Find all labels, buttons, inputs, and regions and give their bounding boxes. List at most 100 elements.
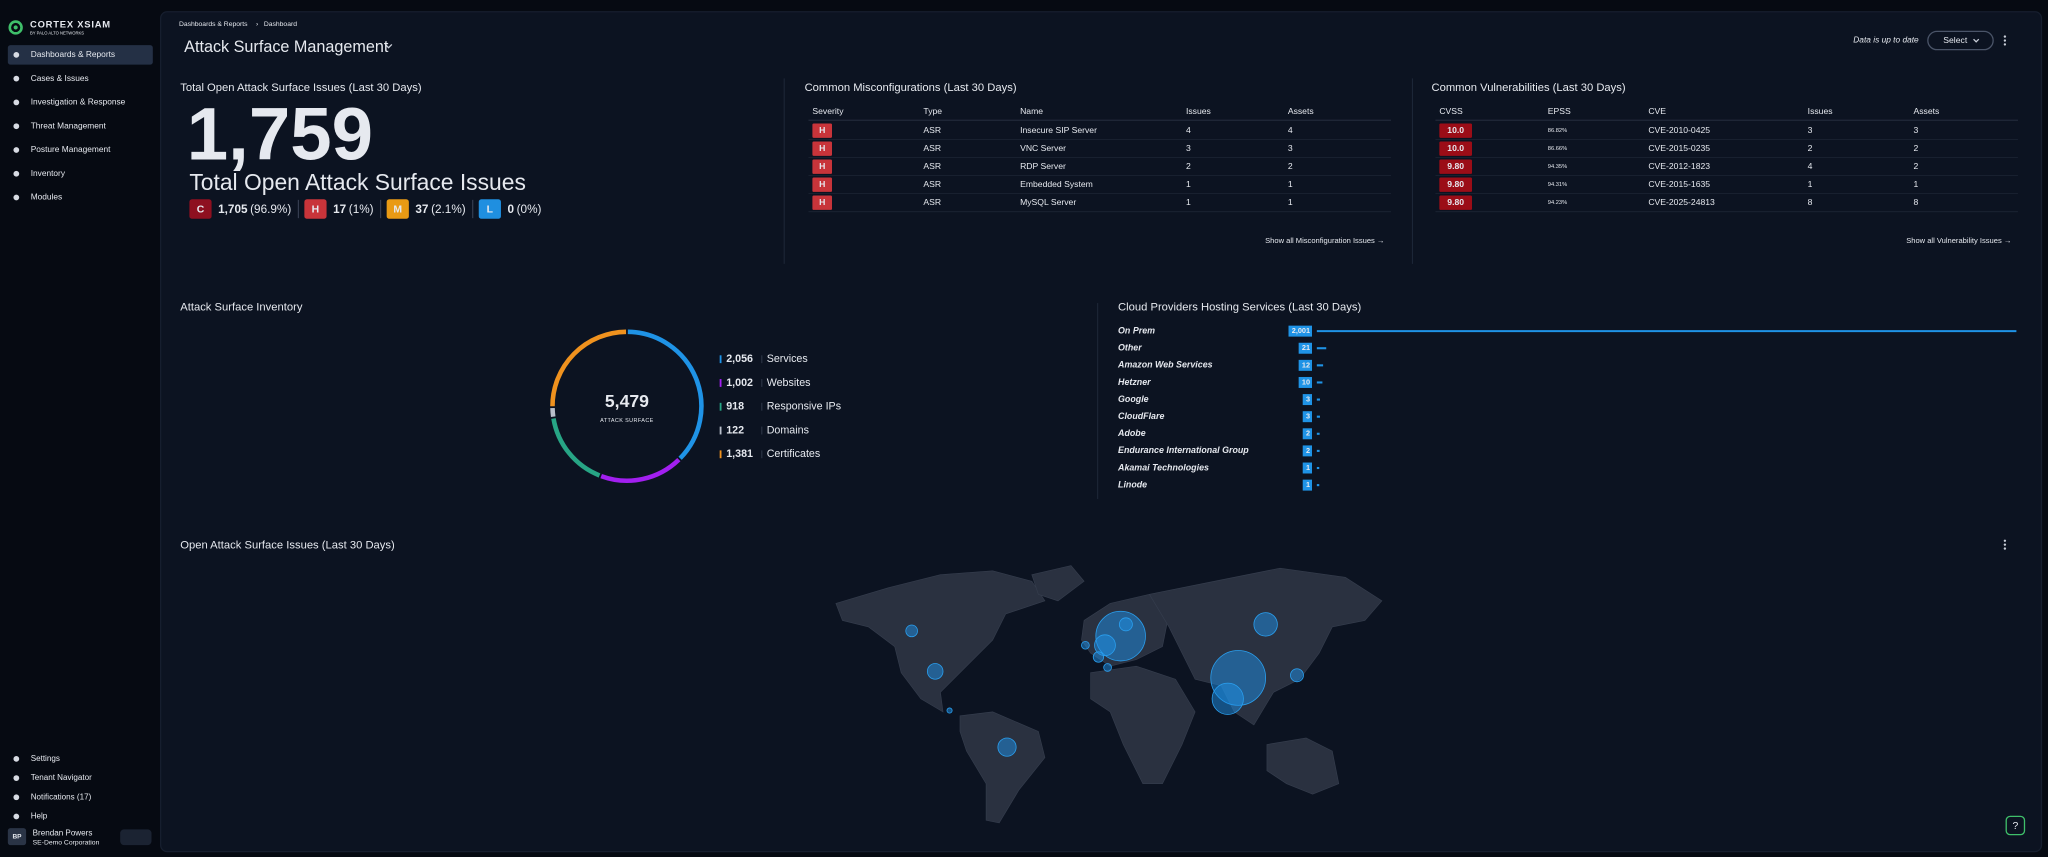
- link[interactable]: Show all Misconfiguration Issues →: [1265, 236, 1384, 245]
- badge: [1439, 195, 1472, 210]
- nav-item[interactable]: Settings: [31, 754, 60, 763]
- continent: [1031, 565, 1085, 602]
- nav-item[interactable]: Modules: [31, 192, 63, 202]
- nav-icon: [13, 794, 20, 801]
- nav-icon: [13, 147, 20, 153]
- severity-badge-label: L: [487, 204, 494, 215]
- section-title: Open Attack Surface Issues (Last 30 Days…: [180, 539, 395, 551]
- legend-label: Responsive IPs: [767, 401, 841, 413]
- table-cell: 1: [1186, 197, 1191, 207]
- nav-item[interactable]: Tenant Navigator: [31, 773, 92, 782]
- column-header: Name: [1020, 106, 1043, 116]
- user-org: SE-Demo Corporation: [33, 839, 100, 846]
- legend-label: Services: [767, 353, 808, 365]
- select-button[interactable]: [1927, 30, 1994, 51]
- severity-badge: [189, 199, 212, 219]
- provider-name: Google: [1118, 394, 1149, 404]
- table-cell: 94.23%: [1548, 200, 1567, 206]
- map-bubble: [1094, 634, 1116, 657]
- badge: [1439, 123, 1472, 138]
- badge-label: 9.80: [1447, 179, 1464, 189]
- nav-icon: [13, 75, 20, 82]
- badge-label: 10.0: [1447, 125, 1464, 135]
- page-title: Attack Surface Management: [184, 38, 389, 56]
- severity-badge: [478, 199, 501, 219]
- severity-count: 17: [333, 203, 347, 216]
- table-cell: Embedded System: [1020, 179, 1093, 189]
- provider-count: 1: [1306, 463, 1310, 472]
- nav-item[interactable]: Notifications (17): [31, 792, 92, 801]
- brand-sub: BY PALO ALTO NETWORKS: [30, 30, 84, 35]
- section-title: Cloud Providers Hosting Services (Last 3…: [1118, 302, 1361, 314]
- table-cell: CVE-2010-0425: [1648, 125, 1710, 135]
- nav-item[interactable]: Investigation & Response: [31, 97, 126, 107]
- divider: [1097, 303, 1099, 499]
- help-button[interactable]: [2005, 815, 2026, 836]
- donut-segment: [627, 329, 704, 460]
- provider-count: 12: [1302, 360, 1310, 369]
- badge: [812, 123, 832, 138]
- map-bubble: [905, 624, 918, 638]
- nav-item[interactable]: Help: [31, 812, 48, 821]
- severity-count: 0: [507, 203, 514, 216]
- table-cell: 3: [1186, 143, 1191, 153]
- table-cell: 4: [1288, 125, 1293, 135]
- badge-label: H: [819, 143, 825, 153]
- chevron: [384, 43, 393, 49]
- legend-swatch: [719, 450, 722, 459]
- badge-label: H: [819, 125, 825, 135]
- legend-value: 1,381: [726, 448, 753, 460]
- donut-segment: [600, 457, 681, 483]
- link[interactable]: Show all Vulnerability Issues →: [1906, 236, 2011, 245]
- severity-count: 37: [415, 203, 429, 216]
- breadcrumb[interactable]: Dashboards & Reports: [179, 21, 248, 28]
- table-cell: ASR: [923, 125, 941, 135]
- badge: [1439, 159, 1472, 174]
- map-bubble: [1081, 640, 1090, 650]
- nav-item[interactable]: Threat Management: [31, 120, 107, 130]
- kebab-menu[interactable]: [2003, 539, 2007, 550]
- legend-value: 918: [726, 401, 744, 413]
- severity-percent: (96.9%): [250, 203, 291, 216]
- badge: [812, 177, 832, 192]
- table-cell: CVE-2025-24813: [1648, 197, 1715, 207]
- nav-icon: [13, 194, 20, 201]
- nav-icon: [13, 170, 20, 177]
- legend-separator: [761, 355, 763, 364]
- map-bubble: [926, 663, 944, 680]
- nav-item[interactable]: Cases & Issues: [31, 73, 89, 83]
- table-cell: 2: [1186, 161, 1191, 171]
- table-cell: 8: [1808, 197, 1813, 207]
- provider-count: 2: [1306, 429, 1310, 438]
- provider-count: 3: [1306, 412, 1310, 421]
- table-cell: 3: [1808, 125, 1813, 135]
- nav-icon: [13, 52, 20, 58]
- provider-name: Endurance International Group: [1118, 445, 1249, 455]
- provider-name: Other: [1118, 343, 1142, 353]
- kebab-menu[interactable]: [2003, 35, 2007, 46]
- theme-toggle[interactable]: [120, 829, 152, 846]
- legend-value: 1,002: [726, 377, 753, 389]
- table-cell: 2: [1288, 161, 1293, 171]
- provider-name: Adobe: [1117, 428, 1146, 438]
- nav-item[interactable]: Posture Management: [31, 144, 111, 154]
- breadcrumb: Dashboard: [264, 21, 297, 28]
- table-cell: 94.35%: [1548, 164, 1567, 170]
- big-number: 1,759: [187, 92, 373, 175]
- user-name: Brendan Powers: [33, 828, 93, 837]
- provider-count: 2,001: [1292, 326, 1310, 335]
- table-cell: 1: [1288, 197, 1293, 207]
- table-cell: 3: [1288, 143, 1293, 153]
- legend-separator: [761, 379, 763, 387]
- badge-label: 9.80: [1447, 197, 1464, 207]
- nav-icon: [13, 756, 20, 762]
- table-cell: 2: [1913, 161, 1918, 171]
- provider-name: Linode: [1118, 479, 1147, 489]
- count-badge: [1302, 394, 1312, 406]
- nav-item[interactable]: Dashboards & Reports: [31, 49, 115, 59]
- provider-count: 10: [1302, 377, 1310, 386]
- section-title: Common Vulnerabilities (Last 30 Days): [1432, 82, 1626, 94]
- nav-item[interactable]: Inventory: [31, 168, 66, 178]
- table-cell: 2: [1808, 143, 1813, 153]
- provider-count: 2: [1306, 446, 1310, 455]
